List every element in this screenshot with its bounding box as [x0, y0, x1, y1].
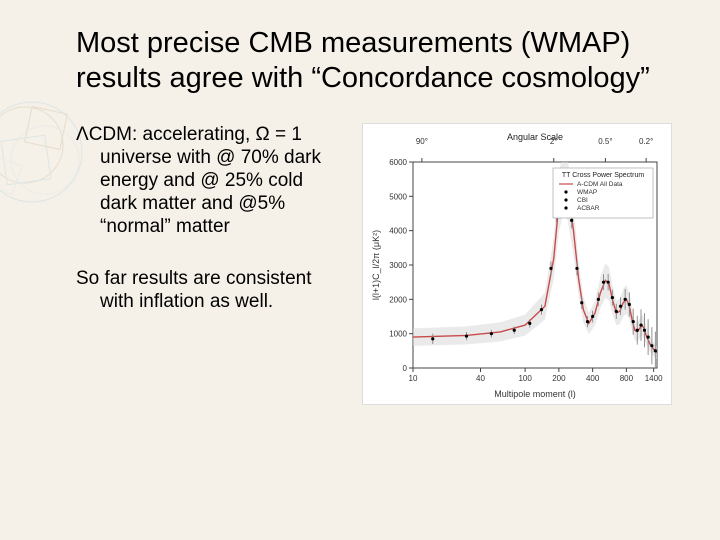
- svg-text:400: 400: [586, 374, 600, 383]
- paragraph-2: So far results are consistent with infla…: [76, 267, 336, 313]
- paragraph-1: ΛCDM: accelerating, Ω = 1 universe with …: [76, 123, 336, 239]
- svg-text:3000: 3000: [389, 261, 407, 270]
- chart-container: 010002000300040005000600090°2°0.5°0.2°An…: [362, 123, 672, 405]
- svg-text:5000: 5000: [389, 192, 407, 201]
- svg-text:6000: 6000: [389, 158, 407, 167]
- power-spectrum-chart: 010002000300040005000600090°2°0.5°0.2°An…: [367, 128, 667, 400]
- svg-text:A-CDM All Data: A-CDM All Data: [577, 181, 623, 188]
- svg-text:2000: 2000: [389, 295, 407, 304]
- svg-text:CBI: CBI: [577, 197, 588, 204]
- slide-title: Most precise CMB measurements (WMAP) res…: [76, 26, 680, 97]
- slide: Most precise CMB measurements (WMAP) res…: [0, 0, 720, 540]
- svg-text:ACBAR: ACBAR: [577, 205, 600, 212]
- svg-text:TT Cross Power Spectrum: TT Cross Power Spectrum: [562, 172, 645, 179]
- svg-text:l(l+1)C_l/2π (μK²): l(l+1)C_l/2π (μK²): [371, 230, 381, 300]
- text-column: ΛCDM: accelerating, Ω = 1 universe with …: [76, 123, 336, 341]
- svg-text:1000: 1000: [389, 329, 407, 338]
- content-row: ΛCDM: accelerating, Ω = 1 universe with …: [76, 123, 680, 405]
- svg-text:0.2°: 0.2°: [639, 137, 653, 146]
- svg-text:200: 200: [552, 374, 566, 383]
- svg-text:10: 10: [409, 374, 418, 383]
- chart-column: 010002000300040005000600090°2°0.5°0.2°An…: [354, 123, 680, 405]
- svg-text:Angular Scale: Angular Scale: [507, 132, 563, 142]
- svg-text:100: 100: [518, 374, 532, 383]
- svg-text:800: 800: [620, 374, 634, 383]
- svg-text:4000: 4000: [389, 226, 407, 235]
- svg-text:Multipole moment (l): Multipole moment (l): [494, 389, 576, 399]
- svg-text:1400: 1400: [645, 374, 663, 383]
- svg-text:WMAP: WMAP: [577, 189, 597, 196]
- svg-text:0.5°: 0.5°: [598, 137, 612, 146]
- svg-text:90°: 90°: [416, 137, 428, 146]
- svg-text:0: 0: [403, 364, 408, 373]
- svg-text:40: 40: [476, 374, 485, 383]
